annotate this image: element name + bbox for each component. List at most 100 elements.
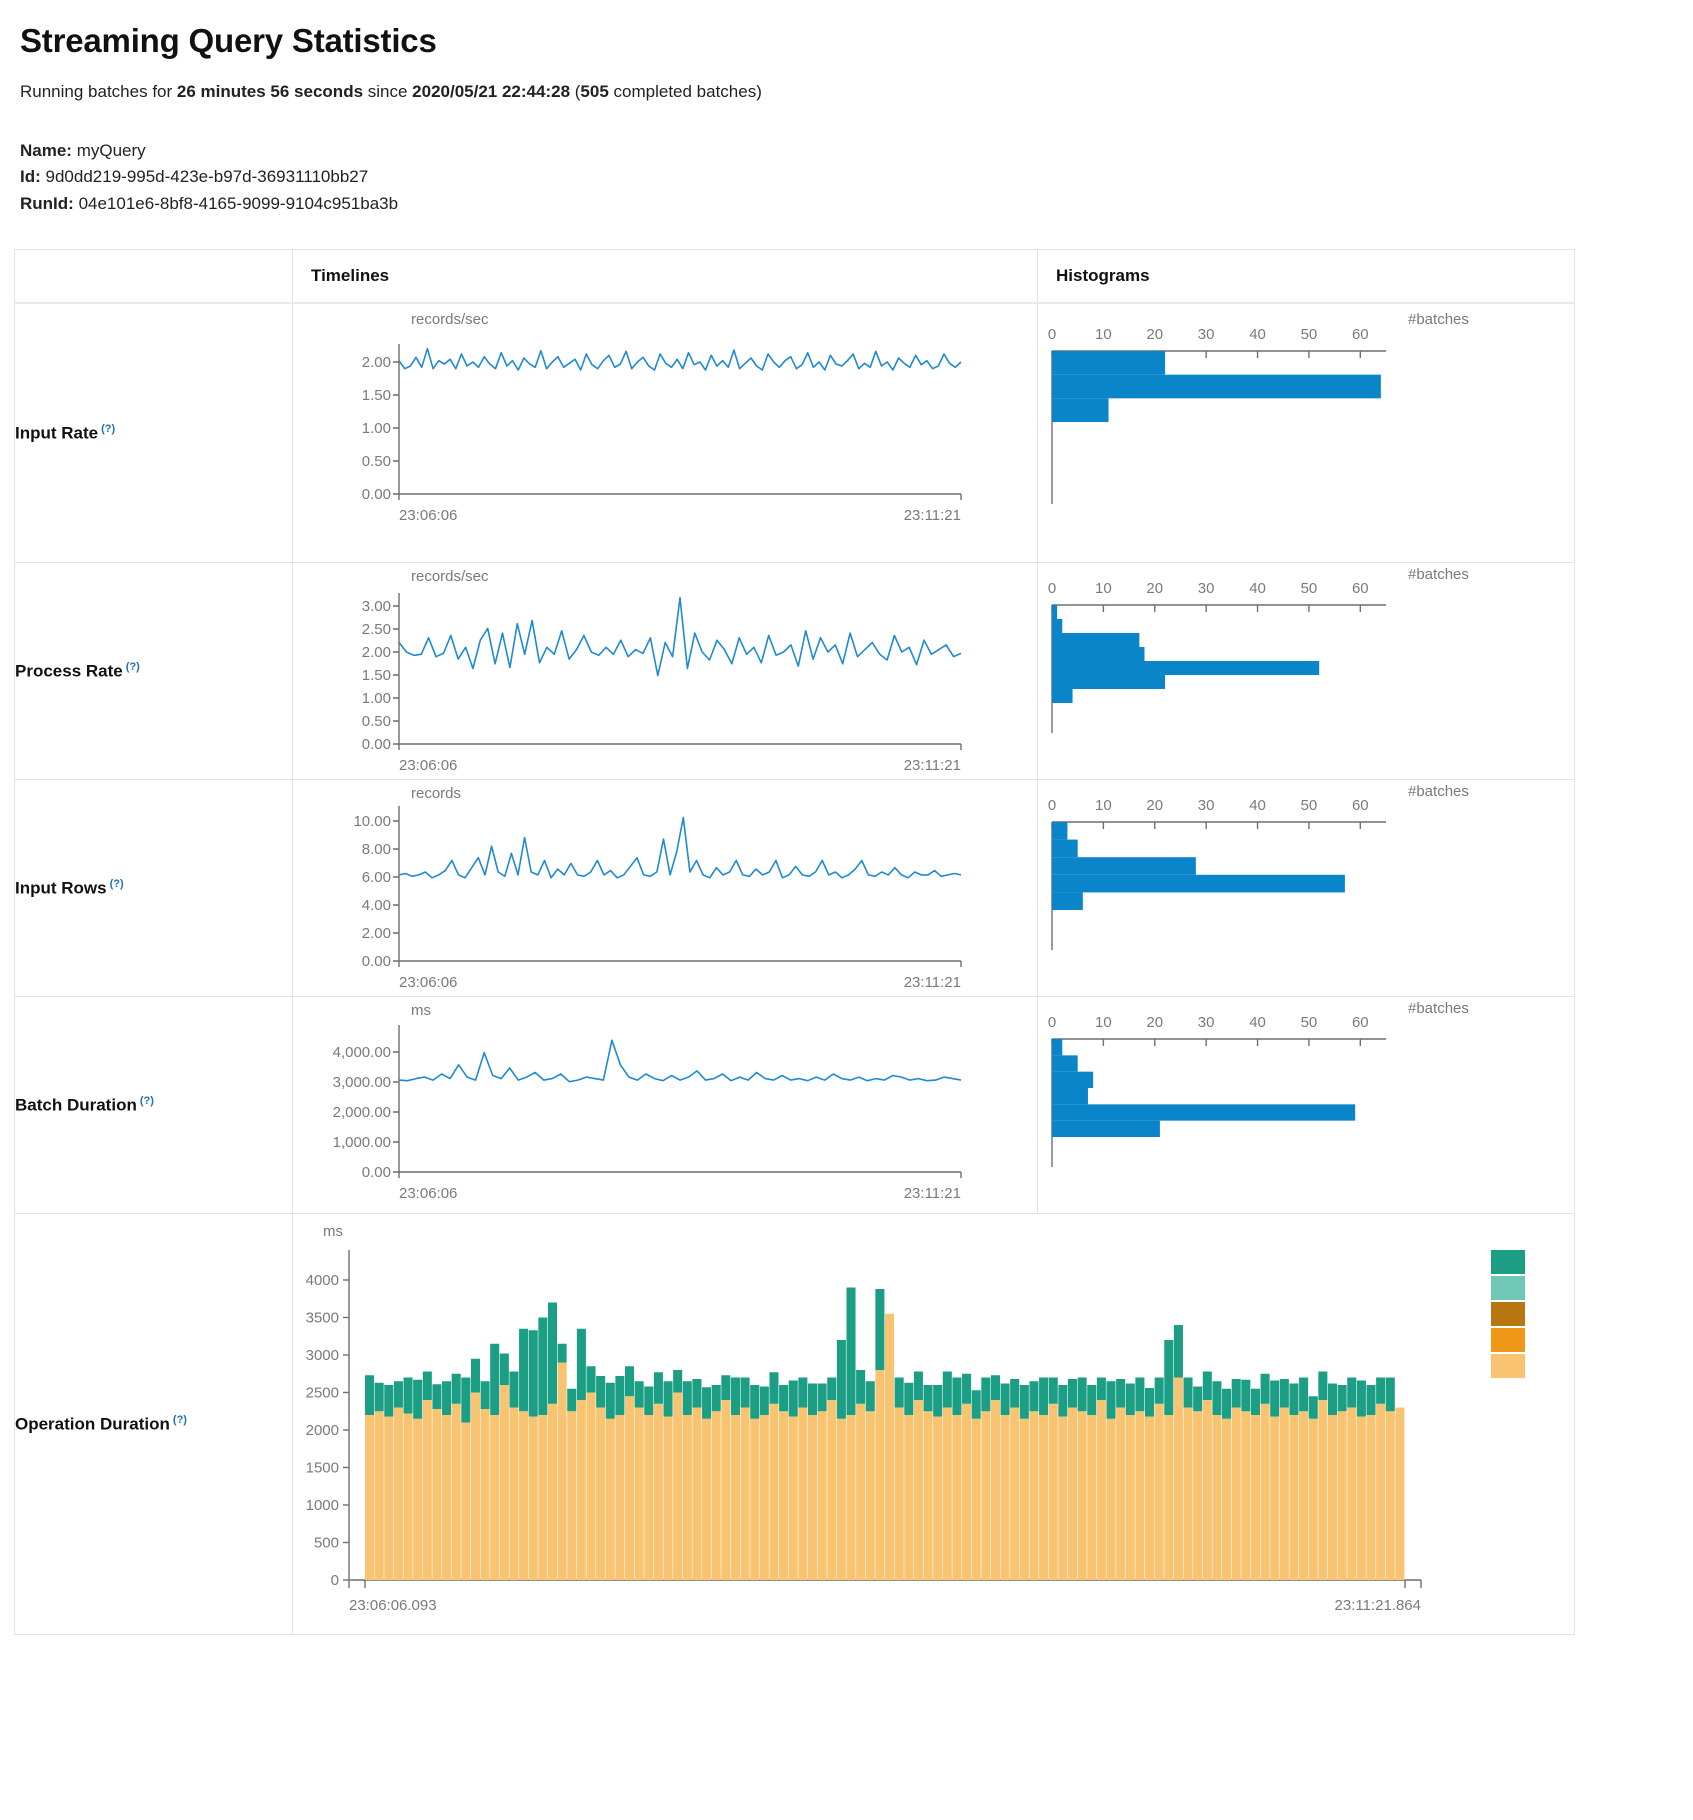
help-icon[interactable]: (?) bbox=[125, 660, 140, 673]
histogram-bar bbox=[1052, 874, 1345, 893]
svg-text:3000: 3000 bbox=[306, 1347, 339, 1364]
op-bar-segment bbox=[1067, 1407, 1078, 1581]
op-bar-segment bbox=[1010, 1407, 1020, 1581]
meta-id-value: 9d0dd219-995d-423e-b97d-36931110bb27 bbox=[45, 167, 369, 187]
op-bar-segment bbox=[451, 1373, 461, 1404]
op-bar-segment bbox=[557, 1362, 567, 1581]
timeline-x-end: 23:11:21 bbox=[904, 507, 961, 524]
op-bar-segment bbox=[365, 1375, 375, 1416]
process-rate-timeline-chart[interactable]: records/sec 3.00 2.50 2.00 1.50 1.00 0.5… bbox=[293, 563, 1037, 779]
op-bar-segment bbox=[1058, 1385, 1068, 1417]
timeline-x-end: 23:11:21 bbox=[904, 974, 961, 991]
input-rows-timeline-chart[interactable]: records 10.00 8.00 6.00 4.00 2.00 0.00 bbox=[293, 780, 1037, 996]
op-bar-segment bbox=[403, 1413, 413, 1581]
op-bar-segment bbox=[788, 1416, 798, 1581]
op-bar-segment bbox=[509, 1371, 519, 1408]
timeline-x-start: 23:06:06 bbox=[399, 974, 457, 991]
svg-text:0.00: 0.00 bbox=[362, 486, 391, 503]
op-bar-segment bbox=[644, 1415, 654, 1581]
input-rows-histogram-chart[interactable]: 0 10 20 30 40 50 60 #batches bbox=[1038, 780, 1574, 996]
legend-swatch-4 bbox=[1491, 1328, 1525, 1353]
svg-text:0: 0 bbox=[1048, 1014, 1056, 1031]
op-bar-segment bbox=[779, 1385, 789, 1412]
histogram-bar bbox=[1052, 619, 1063, 634]
histogram-bar bbox=[1052, 605, 1058, 620]
op-bar-segment bbox=[1058, 1416, 1068, 1581]
op-bar-segment bbox=[962, 1373, 972, 1404]
operation-duration-chart[interactable]: ms 0 500 1000 1500 2000 2500 3000 3500 4000 23:0… bbox=[293, 1214, 1574, 1634]
op-bar-segment bbox=[865, 1381, 875, 1412]
op-bar-segment bbox=[1164, 1340, 1174, 1416]
op-bar-segment bbox=[807, 1383, 818, 1416]
input-rate-timeline-chart[interactable]: records/sec 2.00 1.50 1.00 0.50 0.00 23:… bbox=[293, 304, 1037, 562]
op-bar-segment bbox=[1135, 1411, 1145, 1581]
help-icon[interactable]: (?) bbox=[109, 877, 124, 890]
header-histograms: Histograms bbox=[1037, 249, 1575, 305]
op-bar-segment bbox=[798, 1377, 808, 1408]
histogram-bar bbox=[1052, 661, 1320, 676]
op-bar-segment bbox=[692, 1407, 702, 1581]
timeline-x-end: 23:11:21 bbox=[904, 757, 961, 774]
meta-name-row: Name: myQuery bbox=[20, 138, 1673, 164]
op-bar-segment bbox=[1270, 1380, 1280, 1417]
svg-text:2,000.00: 2,000.00 bbox=[333, 1104, 391, 1121]
op-bar-segment bbox=[856, 1403, 866, 1581]
svg-text:30: 30 bbox=[1198, 1014, 1215, 1031]
help-icon[interactable]: (?) bbox=[172, 1413, 187, 1426]
op-bar-segment bbox=[759, 1415, 769, 1581]
op-bar-segment bbox=[384, 1416, 394, 1581]
op-bar-segment bbox=[1087, 1415, 1097, 1581]
op-bar-segment bbox=[547, 1302, 558, 1404]
help-icon[interactable]: (?) bbox=[101, 422, 116, 435]
histogram-unit-label: #batches bbox=[1408, 783, 1469, 800]
op-bar-segment bbox=[1327, 1383, 1338, 1416]
svg-text:0.50: 0.50 bbox=[362, 713, 391, 730]
timeline-cell-input-rate: records/sec 2.00 1.50 1.00 0.50 0.00 23:… bbox=[292, 302, 1038, 564]
svg-text:0.00: 0.00 bbox=[362, 1164, 391, 1181]
help-icon[interactable]: (?) bbox=[139, 1094, 154, 1107]
histogram-cell-input-rate: 0 10 20 30 40 50 60 #batches bbox=[1037, 302, 1575, 564]
op-bar-segment bbox=[1260, 1403, 1270, 1581]
op-bar-segment bbox=[1250, 1388, 1260, 1416]
op-bar-segment bbox=[702, 1387, 712, 1419]
svg-text:0.50: 0.50 bbox=[362, 453, 391, 470]
input-rate-histogram-chart[interactable]: 0 10 20 30 40 50 60 #batches bbox=[1038, 304, 1574, 562]
op-bar-segment bbox=[1048, 1403, 1058, 1581]
batch-duration-timeline-chart[interactable]: ms 4,000.00 3,000.00 2,000.00 1,000.00 0… bbox=[293, 997, 1037, 1213]
svg-text:6.00: 6.00 bbox=[362, 869, 391, 886]
histogram-bar bbox=[1052, 1104, 1356, 1121]
op-bar-segment bbox=[721, 1375, 731, 1401]
meta-runid-key: RunId: bbox=[20, 193, 74, 213]
op-bar-segment bbox=[1193, 1386, 1203, 1412]
op-bar-segment bbox=[644, 1386, 654, 1416]
summary-batch-count: 505 bbox=[580, 82, 609, 101]
svg-text:60: 60 bbox=[1352, 1014, 1369, 1031]
row-label-input-rows: Input Rows (?) bbox=[14, 779, 293, 998]
op-bar-segment bbox=[750, 1418, 760, 1581]
op-bar-segment bbox=[1048, 1377, 1058, 1404]
svg-text:3500: 3500 bbox=[306, 1310, 339, 1327]
op-bar-segment bbox=[1279, 1407, 1289, 1581]
timeline-unit-label: ms bbox=[411, 1002, 431, 1019]
svg-text:1000: 1000 bbox=[306, 1497, 339, 1514]
op-bar-segment bbox=[1087, 1385, 1097, 1416]
op-bar-segment bbox=[817, 1411, 827, 1581]
batch-duration-histogram-chart[interactable]: 0 10 20 30 40 50 60 #batches bbox=[1038, 997, 1574, 1213]
op-bar-segment bbox=[730, 1415, 740, 1581]
running-batches-summary: Running batches for 26 minutes 56 second… bbox=[20, 82, 1673, 102]
svg-text:1.50: 1.50 bbox=[362, 387, 391, 404]
svg-text:20: 20 bbox=[1146, 580, 1163, 597]
op-bar-segment bbox=[673, 1392, 683, 1581]
op-bar-segment bbox=[490, 1415, 500, 1581]
svg-text:30: 30 bbox=[1198, 326, 1215, 343]
timeline-x-start: 23:06:06 bbox=[399, 507, 457, 524]
op-bar-segment bbox=[1337, 1411, 1347, 1581]
op-bar-segment bbox=[1270, 1416, 1280, 1581]
op-bar-segment bbox=[528, 1416, 538, 1581]
op-bar-segment bbox=[721, 1400, 731, 1581]
op-bar-segment bbox=[1173, 1325, 1183, 1378]
op-x-end: 23:11:21.864 bbox=[1335, 1597, 1421, 1614]
op-bar-segment bbox=[451, 1403, 461, 1581]
process-rate-histogram-chart[interactable]: 0 10 20 30 40 50 60 #batches bbox=[1038, 563, 1574, 779]
op-bar-segment bbox=[365, 1415, 375, 1581]
